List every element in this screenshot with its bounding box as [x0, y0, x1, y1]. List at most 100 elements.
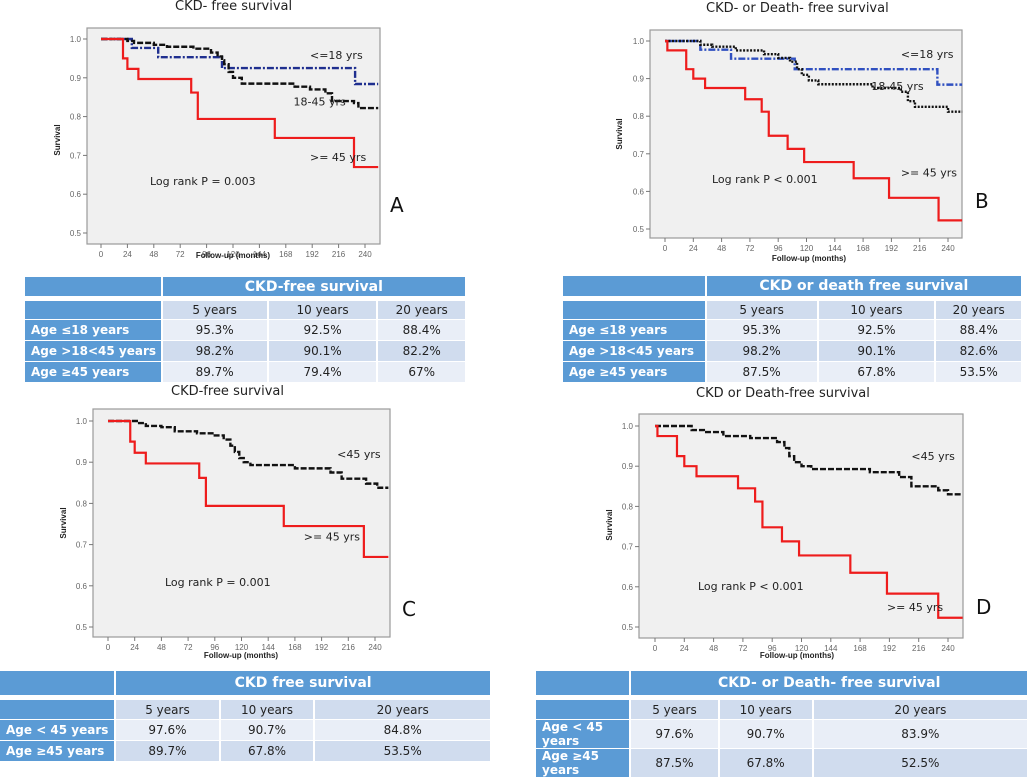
- table-corner-cell: [563, 276, 707, 297]
- x-tick-label: 240: [941, 644, 955, 653]
- series-label: >= 45 yrs: [887, 601, 943, 614]
- table-cell: 92.5%: [818, 320, 937, 341]
- x-tick-label: 168: [853, 644, 867, 653]
- table-cell: 67.8%: [220, 741, 316, 762]
- km-panel-a: 0.5 0.6 0.7 0.8 0.9 1.0 0 24 48 72 96 120 144 168 192 2…: [53, 27, 404, 260]
- row-label: Age < 45 years: [0, 720, 117, 741]
- km-curve-18-45-yrs: [101, 37, 379, 110]
- y-tick-label: 0.7: [622, 543, 634, 552]
- series-label: <=18 yrs: [310, 49, 363, 62]
- row-label: Age ≥45 years: [0, 741, 117, 762]
- x-tick-label: 168: [279, 250, 293, 259]
- x-tick-label: 120: [235, 643, 249, 652]
- series-label: <=18 yrs: [901, 48, 954, 61]
- table-header-corner: [563, 301, 707, 320]
- x-tick-label: 96: [768, 644, 777, 653]
- column-header: 10 years: [220, 700, 316, 720]
- x-tick-label: 48: [149, 250, 158, 259]
- x-tick-label: 72: [184, 643, 193, 652]
- km-curve-45-yrs: [101, 37, 379, 169]
- km-curve-45-yrs: [108, 419, 389, 559]
- panel-letter: A: [390, 193, 404, 217]
- table-title-row: CKD-free survival: [25, 277, 467, 297]
- table-header-row: 5 years 10 years 20 years: [563, 301, 1023, 320]
- x-tick-label: 120: [800, 244, 814, 253]
- table-header-row: 5 years 10 years 20 years: [0, 700, 492, 720]
- table-title: CKD-free survival: [162, 277, 467, 297]
- table-row: Age < 45 years 97.6% 90.7% 84.8%: [0, 720, 492, 741]
- log-rank-annotation: Log rank P = 0.001: [165, 576, 271, 589]
- row-label: Age ≤18 years: [25, 320, 163, 341]
- y-axis-label: Survival: [605, 509, 614, 540]
- column-header: 10 years: [268, 301, 379, 320]
- plot-area: [86, 27, 381, 245]
- row-label: Age >18<45 years: [563, 341, 707, 362]
- x-axis-label: Follow-up (months): [196, 251, 271, 260]
- y-tick-label: 0.8: [76, 499, 88, 508]
- y-tick-label: 0.6: [622, 583, 634, 592]
- table-cell: 89.7%: [116, 741, 221, 762]
- table-row: Age ≤18 years 95.3% 92.5% 88.4%: [563, 320, 1023, 341]
- table-cell: 83.9%: [813, 720, 1029, 749]
- y-tick-label: 0.6: [70, 190, 82, 199]
- table-cell: 97.6%: [116, 720, 221, 741]
- table-row: Age ≥45 years 89.7% 67.8% 53.5%: [0, 741, 492, 762]
- km-curve-45-yrs: [655, 424, 963, 619]
- y-tick-label: 0.8: [70, 113, 82, 122]
- table-ckd-death-free-2groups: CKD- or Death- free survival 5 years 10 ye…: [536, 671, 1029, 778]
- panel-letter: D: [976, 595, 991, 619]
- y-tick-label: 1.0: [622, 422, 634, 431]
- plot-area: [649, 29, 963, 239]
- y-tick-label: 0.7: [70, 151, 82, 160]
- table-cell: 98.2%: [162, 341, 269, 362]
- table-cell: 88.4%: [378, 320, 467, 341]
- table-cell: 97.6%: [631, 720, 720, 749]
- x-tick-label: 144: [824, 644, 838, 653]
- table-header-row: 5 years 10 years 20 years: [536, 700, 1029, 720]
- table-cell: 53.5%: [315, 741, 492, 762]
- x-tick-label: 48: [157, 643, 166, 652]
- x-axis-label: Follow-up (months): [204, 651, 279, 660]
- log-rank-annotation: Log rank P = 0.003: [150, 175, 256, 188]
- y-tick-label: 0.6: [76, 582, 88, 591]
- y-tick-label: 0.5: [70, 229, 82, 238]
- x-tick-label: 192: [883, 644, 897, 653]
- series-label: <45 yrs: [337, 448, 381, 461]
- x-tick-label: 96: [210, 643, 219, 652]
- row-label: Age >18<45 years: [25, 341, 163, 362]
- table-header-corner: [0, 700, 117, 720]
- x-tick-label: 192: [306, 250, 320, 259]
- table-row: Age ≥45 years 87.5% 67.8% 52.5%: [536, 749, 1029, 778]
- y-tick-label: 0.9: [633, 75, 645, 84]
- column-header: 20 years: [378, 301, 467, 320]
- y-axis-label: Survival: [53, 124, 62, 155]
- km-panel-b: 0.5 0.6 0.7 0.8 0.9 1.0 0 24 48 72 96 120 144 168 192 2…: [615, 29, 989, 263]
- table-header-corner: [25, 301, 163, 320]
- series-label: 18-45 yrs: [294, 96, 346, 109]
- table-cell: 88.4%: [936, 320, 1023, 341]
- column-header: 20 years: [315, 700, 492, 720]
- table-ckd-free-3groups: CKD-free survival 5 years 10 years 20 years…: [25, 277, 467, 383]
- column-header: 5 years: [631, 700, 720, 720]
- table-title-row: CKD or death free survival: [563, 276, 1023, 297]
- x-axis-label: Follow-up (months): [772, 254, 847, 263]
- table-cell: 67%: [378, 362, 467, 383]
- x-tick-label: 144: [828, 244, 842, 253]
- table-cell: 67.8%: [818, 362, 937, 383]
- table-row: Age >18<45 years 98.2% 90.1% 82.2%: [25, 341, 467, 362]
- panel-a-title: CKD- free survival: [175, 0, 293, 14]
- table-header-row: 5 years 10 years 20 years: [25, 301, 467, 320]
- log-rank-annotation: Log rank P < 0.001: [698, 580, 804, 593]
- x-tick-label: 0: [99, 250, 104, 259]
- table-row: Age < 45 years 97.6% 90.7% 83.9%: [536, 720, 1029, 749]
- x-tick-label: 96: [202, 250, 211, 259]
- table-cell: 98.2%: [706, 341, 819, 362]
- x-tick-label: 216: [913, 244, 927, 253]
- x-tick-label: 72: [745, 244, 754, 253]
- panel-d-title: CKD or Death-free survival: [696, 386, 870, 401]
- column-header: 20 years: [813, 700, 1029, 720]
- km-curve-45-yrs: [108, 419, 389, 489]
- y-axis-label: Survival: [615, 118, 624, 149]
- y-tick-label: 0.5: [622, 623, 634, 632]
- x-tick-label: 48: [709, 644, 718, 653]
